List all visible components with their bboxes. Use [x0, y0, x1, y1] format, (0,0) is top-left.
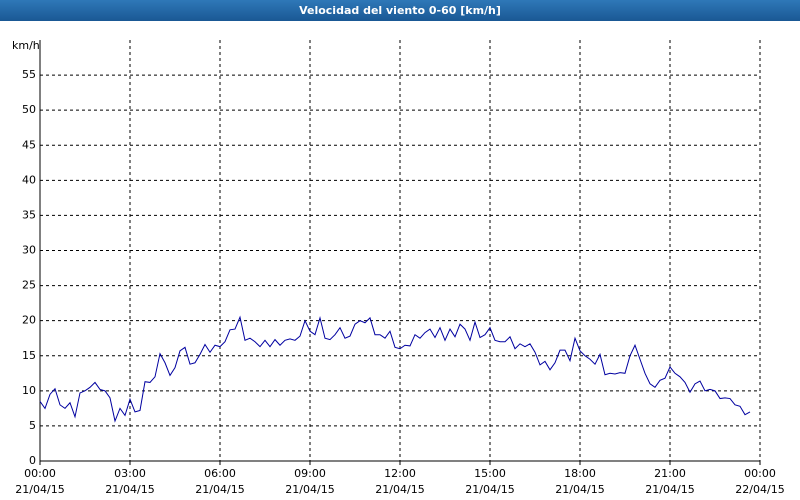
x-tick-label: 18:00 21/04/15	[555, 467, 604, 496]
x-tick-label: 06:00 21/04/15	[195, 467, 244, 496]
y-tick-label: 25	[22, 279, 36, 292]
y-tick-label: 45	[22, 138, 36, 151]
y-tick-label: 15	[22, 349, 36, 362]
x-tick-label: 09:00 21/04/15	[285, 467, 334, 496]
x-tick-label: 00:00 21/04/15	[15, 467, 64, 496]
y-tick-label: 50	[22, 103, 36, 116]
x-tick-label: 21:00 21/04/15	[645, 467, 694, 496]
y-tick-label: 0	[29, 454, 36, 467]
y-axis-label: km/h	[12, 39, 40, 52]
y-tick-label: 35	[22, 208, 36, 221]
y-tick-label: 55	[22, 68, 36, 81]
x-tick-label: 12:00 21/04/15	[375, 467, 424, 496]
y-tick-label: 40	[22, 173, 36, 186]
y-tick-label: 5	[29, 419, 36, 432]
y-tick-label: 20	[22, 314, 36, 327]
chart-title: Velocidad del viento 0-60 [km/h]	[299, 4, 501, 17]
x-tick-label: 15:00 21/04/15	[465, 467, 514, 496]
x-tick-label: 03:00 21/04/15	[105, 467, 154, 496]
y-tick-label: 10	[22, 384, 36, 397]
x-tick-label: 00:00 22/04/15	[735, 467, 784, 496]
title-bar	[0, 0, 800, 21]
y-tick-label: 30	[22, 244, 36, 257]
data-line	[39, 315, 751, 423]
